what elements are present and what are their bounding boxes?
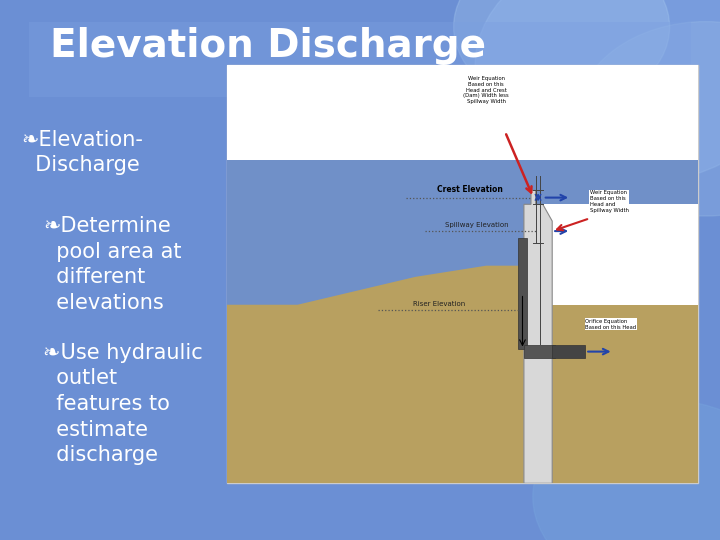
Text: ❧Use hydraulic
  outlet
  features to
  estimate
  discharge: ❧Use hydraulic outlet features to estima… xyxy=(43,343,203,465)
Text: ❧Elevation-
  Discharge: ❧Elevation- Discharge xyxy=(22,130,143,175)
Bar xyxy=(518,238,527,349)
Polygon shape xyxy=(227,266,524,483)
Bar xyxy=(552,346,585,357)
Text: Weir Equation
Based on this
Head and
Spillway Width: Weir Equation Based on this Head and Spi… xyxy=(590,190,629,213)
Polygon shape xyxy=(227,160,698,305)
Text: Riser Elevation: Riser Elevation xyxy=(413,301,465,307)
Circle shape xyxy=(454,0,670,108)
Polygon shape xyxy=(524,191,552,483)
Bar xyxy=(29,22,691,97)
FancyBboxPatch shape xyxy=(7,5,713,535)
Text: Spillway Elevation: Spillway Elevation xyxy=(445,222,508,228)
Polygon shape xyxy=(552,305,698,483)
Text: Orifice Equation
Based on this Head: Orifice Equation Based on this Head xyxy=(585,319,636,329)
Text: Crest Elevation: Crest Elevation xyxy=(437,185,503,194)
Text: Weir Equation
Based on this
Head and Crest
(Dam) Width less
Spillway Width: Weir Equation Based on this Head and Cre… xyxy=(463,76,509,104)
Text: Elevation Discharge: Elevation Discharge xyxy=(50,27,487,65)
Circle shape xyxy=(576,22,720,216)
Text: ❧Determine
  pool area at
  different
  elevations: ❧Determine pool area at different elevat… xyxy=(43,216,181,313)
Bar xyxy=(227,65,698,483)
Circle shape xyxy=(475,0,720,184)
Bar xyxy=(524,346,554,357)
Circle shape xyxy=(533,400,720,540)
